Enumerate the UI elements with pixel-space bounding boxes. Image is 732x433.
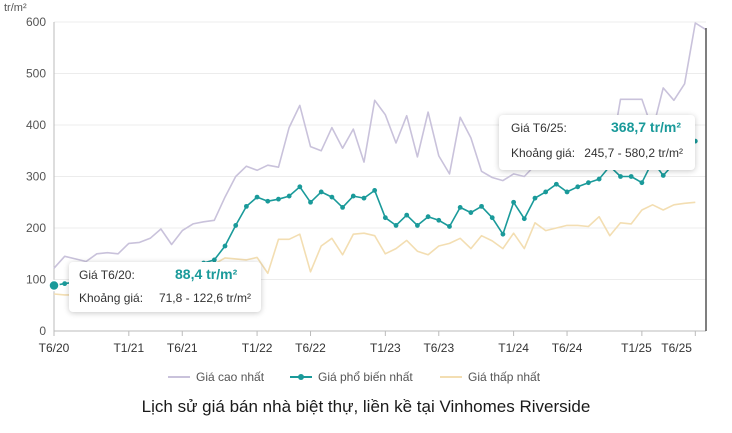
tooltip-price-value: 88,4 tr/m²	[175, 266, 238, 282]
data-point	[211, 257, 217, 263]
tooltip-price-label: Giá T6/25:	[511, 121, 567, 135]
x-tick-label: T6/24	[552, 341, 583, 355]
chart-caption: Lịch sử giá bán nhà biệt thự, liền kề tạ…	[141, 397, 591, 416]
y-tick-label: 400	[26, 118, 46, 132]
data-point	[660, 173, 666, 178]
legend-label: Giá phổ biến nhất	[318, 370, 413, 384]
data-point	[511, 199, 517, 205]
x-tick-label: T6/20	[39, 341, 70, 355]
x-tick-label: T6/22	[295, 341, 326, 355]
data-point	[382, 215, 388, 221]
data-point	[553, 181, 559, 187]
y-tick-label: 500	[26, 67, 46, 81]
data-point	[479, 203, 484, 209]
data-point	[329, 194, 335, 200]
y-tick-label: 200	[26, 221, 46, 235]
data-point	[222, 243, 228, 249]
x-tick-label: T6/25	[661, 341, 692, 355]
tooltip-range-label: Khoảng giá:	[511, 146, 576, 160]
data-point	[318, 189, 324, 195]
data-point	[308, 199, 313, 205]
data-point	[233, 223, 239, 228]
data-point	[457, 205, 463, 210]
data-point	[404, 212, 410, 218]
x-tick-label: T6/23	[423, 341, 454, 355]
tooltip-range-label: Khoảng giá:	[79, 291, 144, 305]
data-point	[350, 193, 356, 199]
legend-item-1[interactable]: Giá phổ biến nhất	[290, 370, 413, 384]
tooltip-range-value: 71,8 - 122,6 tr/m²	[158, 291, 251, 305]
y-axis-unit: tr/m²	[4, 2, 27, 14]
legend-label: Giá thấp nhất	[468, 370, 541, 384]
data-point	[564, 189, 570, 195]
legend-item-2[interactable]: Giá thấp nhất	[440, 370, 541, 384]
x-tick-label: T1/24	[498, 341, 529, 355]
data-point	[468, 210, 474, 215]
data-point	[340, 205, 345, 210]
y-tick-label: 0	[39, 324, 46, 338]
x-tick-label: T1/23	[370, 341, 401, 355]
tooltip-t6-20: Giá T6/20: 88,4 tr/m² Khoảng giá: 71,8 -…	[69, 262, 261, 312]
chart-legend[interactable]: Giá cao nhất Giá phổ biến nhất Giá thấp nh…	[168, 370, 541, 384]
data-point	[500, 231, 506, 237]
x-tick-label: T1/22	[242, 341, 273, 355]
data-point	[596, 176, 602, 182]
data-point	[575, 184, 581, 190]
data-point	[436, 217, 442, 223]
data-point	[276, 196, 281, 202]
data-point	[372, 188, 378, 193]
data-point	[48, 279, 60, 292]
tooltip-range-value: 245,7 - 580,2 tr/m²	[584, 146, 683, 160]
legend-label: Giá cao nhất	[196, 370, 265, 384]
tooltip-t6-25: Giá T6/25: 368,7 tr/m² Khoảng giá: 245,7…	[499, 115, 695, 170]
y-tick-label: 600	[26, 15, 46, 29]
data-point	[297, 184, 303, 190]
data-point	[361, 195, 367, 201]
legend-item-0[interactable]: Giá cao nhất	[168, 370, 265, 384]
y-tick-label: 300	[26, 170, 46, 184]
data-point	[639, 180, 645, 186]
legend-swatch-dot	[298, 374, 304, 380]
data-point	[254, 194, 260, 200]
tooltip-price-label: Giá T6/20:	[79, 268, 135, 282]
data-point	[265, 198, 271, 204]
x-axis: T6/20 T1/21 T6/21 T1/22 T6/22 T1/23 T6/23 T1/24…	[39, 331, 696, 355]
x-tick-label: T6/21	[167, 341, 198, 355]
data-point	[425, 214, 431, 220]
data-point	[628, 174, 634, 179]
x-tick-label: T1/21	[113, 341, 144, 355]
data-point	[415, 223, 420, 228]
tooltip-price-value: 368,7 tr/m²	[611, 119, 682, 135]
x-tick-label: T1/25	[621, 341, 652, 355]
data-point	[489, 215, 495, 221]
data-point	[447, 224, 452, 229]
data-point	[393, 223, 399, 228]
data-point	[586, 180, 591, 186]
data-point	[521, 216, 527, 222]
y-tick-label: 100	[26, 273, 46, 287]
data-point	[62, 281, 68, 287]
data-point	[618, 174, 623, 179]
data-point	[286, 193, 292, 199]
data-point	[243, 203, 249, 209]
data-point	[543, 189, 549, 195]
data-point	[532, 195, 538, 201]
